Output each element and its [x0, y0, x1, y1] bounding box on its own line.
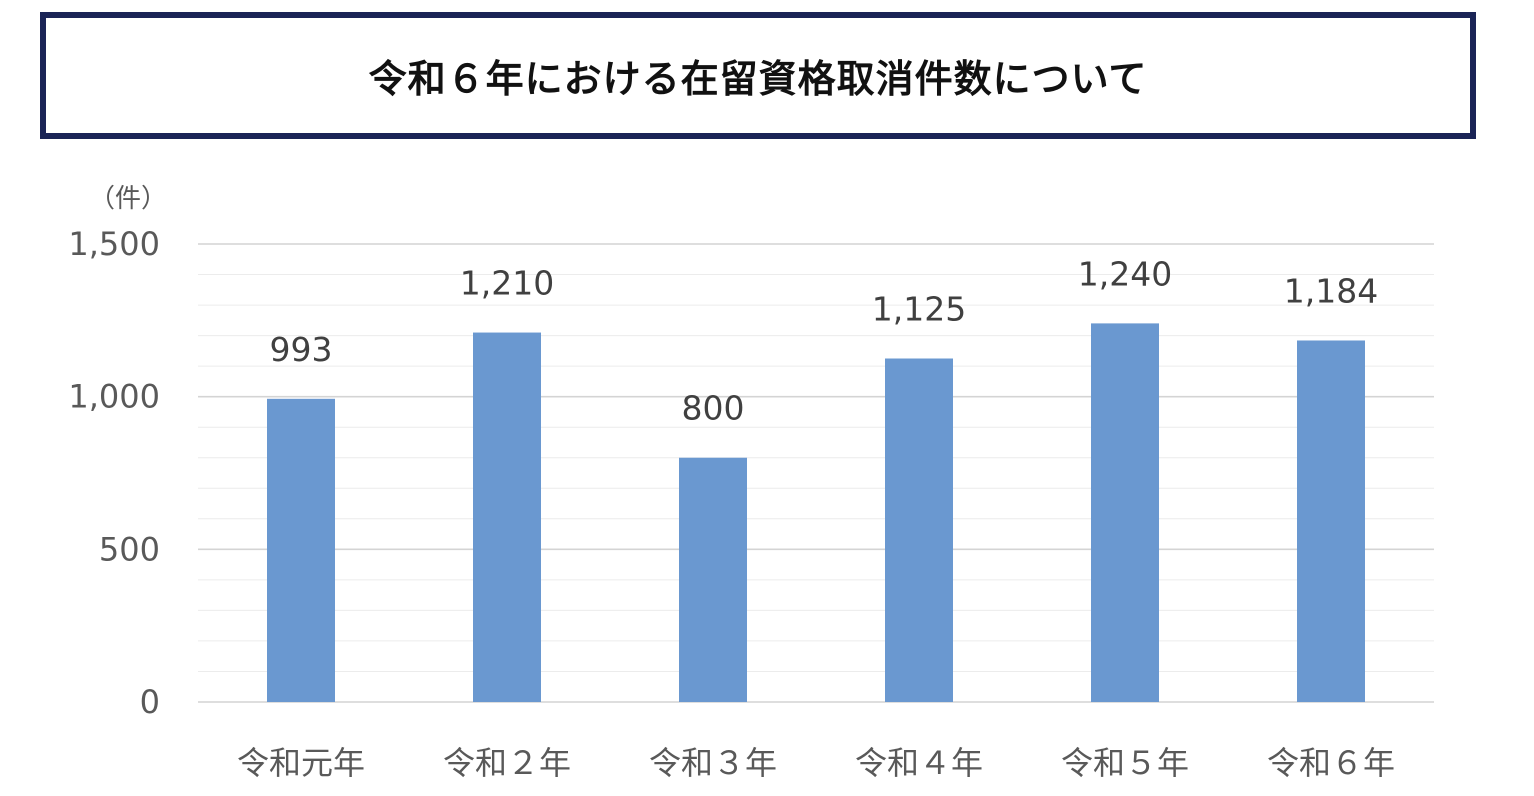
- y-tick-label: 1,500: [68, 225, 160, 263]
- data-label: 1,184: [1284, 271, 1378, 310]
- bar: [1091, 323, 1159, 702]
- data-label: 1,210: [460, 264, 554, 303]
- x-category-label: 令和６年: [1267, 744, 1395, 782]
- bar: [679, 457, 747, 702]
- bar: [1297, 340, 1365, 702]
- data-label: 1,125: [872, 290, 966, 329]
- chart-title: 令和６年における在留資格取消件数について: [368, 57, 1148, 101]
- x-category-label: 令和３年: [649, 744, 777, 782]
- x-category-label: 令和２年: [443, 744, 571, 782]
- data-label: 800: [682, 389, 745, 428]
- y-axis: 0 500 1,000 1,500: [68, 225, 160, 721]
- data-label: 993: [270, 330, 333, 369]
- y-tick-label: 1,000: [68, 378, 160, 416]
- x-category-label: 令和５年: [1061, 744, 1189, 782]
- data-labels: 993 1,210 800 1,125 1,240 1,184: [270, 254, 1379, 427]
- x-category-label: 令和４年: [855, 744, 983, 782]
- bars: [267, 323, 1365, 702]
- chart-title-box: 令和６年における在留資格取消件数について: [40, 12, 1476, 139]
- grid-lines: [198, 243, 1434, 703]
- bar: [885, 358, 953, 702]
- bar: [267, 398, 335, 702]
- x-category-label: 令和元年: [237, 744, 365, 782]
- y-tick-label: 0: [140, 683, 160, 721]
- x-axis: 令和元年 令和２年 令和３年 令和４年 令和５年 令和６年: [237, 744, 1395, 782]
- y-tick-label: 500: [99, 530, 160, 568]
- bar: [473, 332, 541, 702]
- data-label: 1,240: [1078, 254, 1172, 293]
- y-unit-label: （件）: [89, 184, 167, 214]
